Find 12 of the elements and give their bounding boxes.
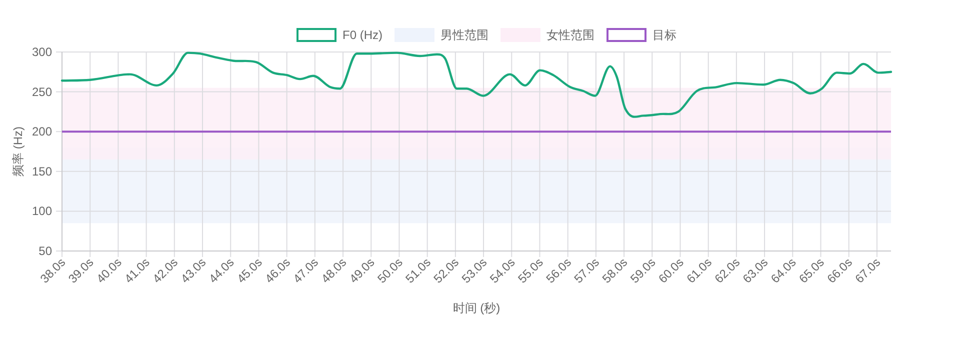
y-tick-label: 200 [32, 124, 52, 139]
y-tick-label: 300 [32, 45, 52, 59]
y-tick-label: 250 [32, 84, 52, 99]
y-tick-label: 50 [38, 244, 52, 258]
x-axis-title: 时间 (秒) [452, 301, 500, 315]
legend-label: 目标 [652, 28, 676, 42]
legend-label: F0 (Hz) [342, 28, 382, 42]
y-tick-label: 150 [32, 164, 52, 178]
legend-label: 男性范围 [440, 28, 488, 42]
y-tick-label: 100 [32, 204, 52, 218]
y-axis-title: 频率 (Hz) [11, 126, 25, 176]
legend-label: 女性范围 [546, 28, 594, 42]
